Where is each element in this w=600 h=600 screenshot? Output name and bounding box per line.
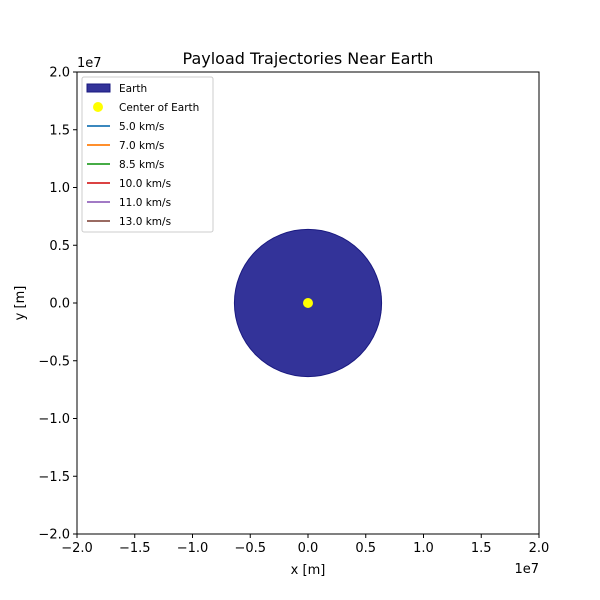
- y-tick-label: 0.0: [49, 297, 70, 312]
- x-axis-ticks: −2.0 −1.5 −1.0 −0.5 0.0 0.5 1.0 1.5 2.0: [61, 534, 549, 556]
- legend-earth-swatch: [86, 83, 111, 93]
- x-tick-label: −1.5: [119, 541, 151, 556]
- y-offset-label: 1e7: [77, 56, 102, 71]
- y-axis-ticks: −2.0 −1.5 −1.0 −0.5 0.0 0.5 1.0 1.5 2.0: [38, 66, 77, 543]
- y-tick-label: −1.5: [38, 470, 70, 485]
- legend-series-label-5: 13.0 km/s: [119, 216, 171, 228]
- legend: Earth Center of Earth 5.0 km/s 7.0 km/s 8.…: [81, 76, 214, 233]
- x-offset-label: 1e7: [514, 562, 539, 577]
- x-tick-label: 0.0: [298, 541, 319, 556]
- y-tick-label: −2.0: [38, 528, 70, 543]
- x-tick-label: 1.5: [471, 541, 492, 556]
- y-axis-label: y [m]: [13, 286, 28, 321]
- legend-center-label: Center of Earth: [119, 102, 199, 114]
- x-tick-label: −1.0: [177, 541, 209, 556]
- x-tick-label: −2.0: [61, 541, 93, 556]
- y-tick-label: 0.5: [49, 239, 70, 254]
- plot-area: [233, 228, 383, 378]
- y-tick-label: 1.5: [49, 123, 70, 138]
- y-tick-label: −0.5: [38, 354, 70, 369]
- y-tick-label: 2.0: [49, 66, 70, 81]
- legend-series-label-2: 8.5 km/s: [119, 159, 164, 171]
- chart-title: Payload Trajectories Near Earth: [183, 49, 434, 68]
- legend-series-label-1: 7.0 km/s: [119, 140, 164, 152]
- x-tick-label: 2.0: [529, 541, 550, 556]
- legend-center-marker: [93, 102, 103, 112]
- center-of-earth-marker: [303, 298, 313, 308]
- x-tick-label: 1.0: [413, 541, 434, 556]
- legend-earth-label: Earth: [119, 83, 147, 95]
- x-tick-label: −0.5: [234, 541, 266, 556]
- x-axis-label: x [m]: [291, 563, 326, 578]
- x-tick-label: 0.5: [355, 541, 376, 556]
- legend-series-label-0: 5.0 km/s: [119, 121, 164, 133]
- legend-series-label-3: 10.0 km/s: [119, 178, 171, 190]
- legend-series-entries: 5.0 km/s 7.0 km/s 8.5 km/s 10.0 km/s 11.0 km…: [87, 121, 171, 228]
- y-tick-label: 1.0: [49, 181, 70, 196]
- y-tick-label: −1.0: [38, 412, 70, 427]
- legend-box: [81, 76, 214, 233]
- legend-series-label-4: 11.0 km/s: [119, 197, 171, 209]
